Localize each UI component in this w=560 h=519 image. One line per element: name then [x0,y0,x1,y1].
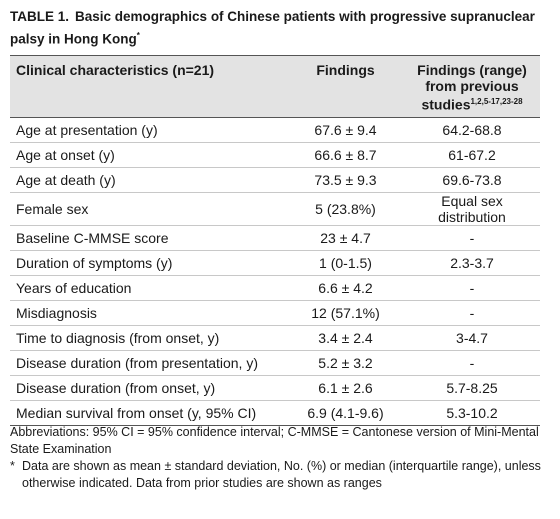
title-text: Basic demographics of Chinese patients w… [10,9,535,47]
table-cell: 6.6 ± 4.2 [287,275,404,301]
table-cell: 5 (23.8%) [287,192,404,226]
header-cell: Clinical characteristics (n=21) [10,55,287,118]
table-cell: Baseline C-MMSE score [10,225,287,251]
table-cell: 69.6-73.8 [404,167,540,193]
table-cell: Female sex [10,192,287,226]
footnote: * Data are shown as mean ± standard devia… [10,458,545,492]
title-mark: * [136,31,140,40]
table-cell: Years of education [10,275,287,301]
footnote-mark: * [10,459,15,473]
header-cell: Findings [287,55,404,118]
table-body: Age at presentation (y) 67.6 ± 9.4 64.2-68… [10,117,540,426]
header-text: Findings (range) from previous studies [417,62,527,113]
table-row: Misdiagnosis 12 (57.1%) - [10,300,540,326]
table-row: Time to diagnosis (from onset, y) 3.4 ± 2… [10,325,540,351]
table-cell: 64.2-68.8 [404,117,540,143]
table-cell: Duration of symptoms (y) [10,250,287,276]
table-title: TABLE 1. Basic demographics of Chinese pa… [10,7,545,49]
table-cell: Age at onset (y) [10,142,287,168]
table-row: Age at presentation (y) 67.6 ± 9.4 64.2-68… [10,117,540,143]
title-label: TABLE 1. [10,9,70,24]
table-row: Years of education 6.6 ± 4.2- [10,275,540,301]
table-row: Female sex 5 (23.8%) Equal sex distributio… [10,192,540,226]
table-row: Age at onset (y) 66.6 ± 8.7 61-67.2 [10,142,540,168]
table-cell: 61-67.2 [404,142,540,168]
table-cell: 12 (57.1%) [287,300,404,326]
table-cell: Age at death (y) [10,167,287,193]
footnotes: Abbreviations: 95% CI = 95% confidence i… [10,424,545,492]
table-row: Disease duration (from onset, y) 6.1 ± 2.… [10,375,540,401]
table-cell: 2.3-3.7 [404,250,540,276]
table-cell: - [404,300,540,326]
table-cell: 5.3-10.2 [404,400,540,426]
table-cell: 6.1 ± 2.6 [287,375,404,401]
table-cell: Median survival from onset (y, 95% CI) [10,400,287,426]
table-cell: 1 (0-1.5) [287,250,404,276]
header-cell: Findings (range) from previous studies1,… [404,55,540,118]
table-cell: 5.2 ± 3.2 [287,350,404,376]
header-row: Clinical characteristics (n=21) Findings… [10,55,540,118]
table-row: Age at death (y) 73.5 ± 9.3 69.6-73.8 [10,167,540,193]
table-cell: Misdiagnosis [10,300,287,326]
footnote-text: Data are shown as mean ± standard deviat… [22,459,541,490]
table-row: Median survival from onset (y, 95% CI) 6.… [10,400,540,426]
table-cell: Disease duration (from presentation, y) [10,350,287,376]
table-cell: Equal sex distribution [404,192,540,226]
table-cell: 3-4.7 [404,325,540,351]
table-cell: 5.7-8.25 [404,375,540,401]
table-row: Duration of symptoms (y) 1 (0-1.5) 2.3-3.7 [10,250,540,276]
table-cell: 6.9 (4.1-9.6) [287,400,404,426]
table-cell: 67.6 ± 9.4 [287,117,404,143]
table-row: Baseline C-MMSE score 23 ± 4.7- [10,225,540,251]
table-cell: - [404,225,540,251]
table-cell: Time to diagnosis (from onset, y) [10,325,287,351]
table-cell: - [404,350,540,376]
table-row: Disease duration (from presentation, y) 5… [10,350,540,376]
table-cell: 73.5 ± 9.3 [287,167,404,193]
table: Clinical characteristics (n=21) Findings… [10,55,540,426]
table-cell: Age at presentation (y) [10,117,287,143]
header-sup: 1,2,5-17,23-28 [470,97,523,106]
table-cell: - [404,275,540,301]
table-cell: Disease duration (from onset, y) [10,375,287,401]
table-cell: 66.6 ± 8.7 [287,142,404,168]
table-cell: 3.4 ± 2.4 [287,325,404,351]
table-cell: 23 ± 4.7 [287,225,404,251]
abbreviations: Abbreviations: 95% CI = 95% confidence i… [10,425,539,456]
